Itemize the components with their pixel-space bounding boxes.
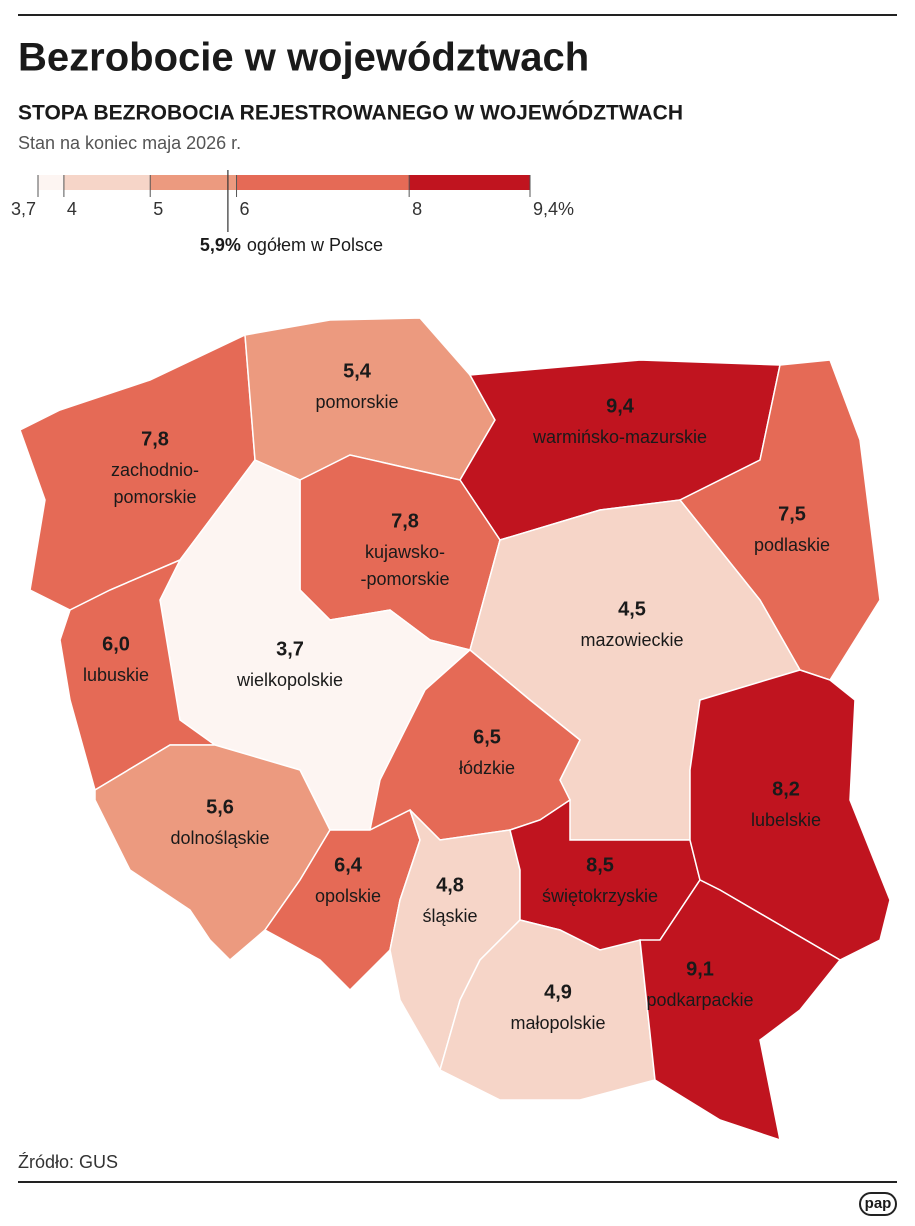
region-value: 9,4 xyxy=(606,395,635,417)
legend-swatch xyxy=(63,175,151,190)
region-value: 4,5 xyxy=(618,598,646,620)
region-name: świętokrzyskie xyxy=(542,886,658,906)
region-value: 5,4 xyxy=(343,360,372,382)
region-name: podlaskie xyxy=(754,535,830,555)
legend-tick-label: 6 xyxy=(240,199,250,219)
region-name: warmińsko-mazurskie xyxy=(532,427,707,447)
legend-tick-label: 8 xyxy=(412,199,422,219)
region-value: 7,5 xyxy=(778,503,806,525)
subtitle: STOPA BEZROBOCIA REJESTROWANEGO W WOJEWÓ… xyxy=(18,101,683,125)
region-value: 4,8 xyxy=(436,874,464,896)
national-label: 5,9% ogółem w Polsce xyxy=(200,235,383,255)
region-value: 3,7 xyxy=(276,638,304,660)
region-name: mazowieckie xyxy=(580,630,683,650)
region-name: wielkopolskie xyxy=(236,670,343,690)
region-name: dolnośląskie xyxy=(170,828,269,848)
source: Źródło: GUS xyxy=(18,1152,118,1172)
region-name: lubuskie xyxy=(83,665,149,685)
region-name: śląskie xyxy=(422,906,477,926)
logo-frame xyxy=(859,1192,897,1216)
legend-tick-label: 5 xyxy=(153,199,163,219)
note: Stan na koniec maja 2026 r. xyxy=(18,133,241,153)
region-value: 7,8 xyxy=(141,428,169,450)
region-value: 8,2 xyxy=(772,778,800,800)
region-name: łódzkie xyxy=(459,758,515,778)
legend-swatch xyxy=(409,175,530,190)
region-name: opolskie xyxy=(315,886,381,906)
region-name: małopolskie xyxy=(510,1013,605,1033)
legend: 3,7 4 5 6 8 9,4% 5,9% ogółem w Polsce xyxy=(11,170,574,255)
region-value: 7,8 xyxy=(391,510,419,532)
region-name: lubelskie xyxy=(751,810,821,830)
national-text: ogółem w Polsce xyxy=(247,235,383,255)
region-value: 6,4 xyxy=(334,854,363,876)
legend-tick-label: 4 xyxy=(67,199,77,219)
region-value: 8,5 xyxy=(586,854,614,876)
legend-swatch xyxy=(150,175,237,190)
legend-swatch xyxy=(236,175,410,190)
region-name: pomorskie xyxy=(315,392,398,412)
region-name: zachodnio-pomorskie xyxy=(111,460,199,507)
region-value: 9,1 xyxy=(686,958,714,980)
region-value: 6,5 xyxy=(473,726,501,748)
region xyxy=(639,879,842,1142)
title: Bezrobocie w województwach xyxy=(18,36,589,80)
map: 7,8 zachodnio-pomorskie 5,4 pomorskie 9,4 war… xyxy=(19,317,891,1142)
region-name: podkarpackie xyxy=(646,990,753,1010)
legend-tick-label: 3,7 xyxy=(11,199,36,219)
legend-swatch xyxy=(38,175,64,190)
region-value: 4,9 xyxy=(544,981,572,1003)
region-value: 6,0 xyxy=(102,633,130,655)
region-value: 5,6 xyxy=(206,796,234,818)
logo: pap xyxy=(865,1195,892,1212)
legend-tick-label: 9,4% xyxy=(533,199,574,219)
region-name: kujawsko--pomorskie xyxy=(360,542,449,589)
region xyxy=(439,919,656,1101)
national-value: 5,9% xyxy=(200,235,241,255)
